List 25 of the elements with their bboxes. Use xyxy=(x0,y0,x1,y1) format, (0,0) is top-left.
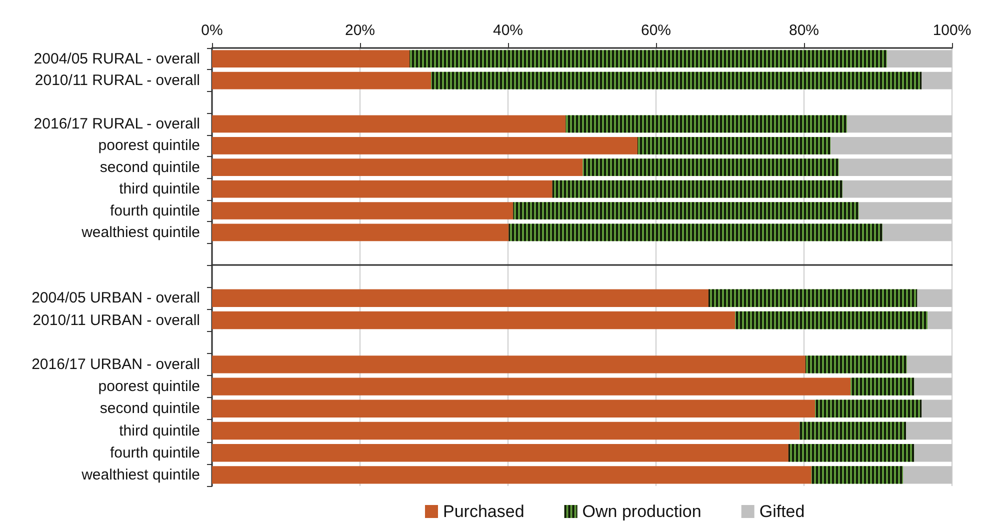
y-tick-label: 2004/05 URBAN - overall xyxy=(32,290,200,307)
y-tick-label: wealthiest quintile xyxy=(80,466,200,484)
x-tick-label: 20% xyxy=(344,22,376,39)
y-tick-label: 2004/05 RURAL - overall xyxy=(34,50,200,68)
x-tick-label: 60% xyxy=(640,22,672,39)
y-tick-label: fourth quintile xyxy=(110,444,200,462)
y-tick-label: second quintile xyxy=(100,400,200,418)
y-tick-label: 2010/11 RURAL - overall xyxy=(34,72,200,90)
y-tick-label: 2016/17 URBAN - overall xyxy=(32,356,200,373)
y-tick-label: poorest quintile xyxy=(98,137,200,154)
x-tick-label: 40% xyxy=(492,22,524,39)
y-tick-label: third quintile xyxy=(119,422,200,440)
y-tick-label: third quintile xyxy=(119,180,200,198)
legend-label: Purchased xyxy=(443,502,524,521)
legend-label: Own production xyxy=(582,502,702,521)
x-tick-label: 100% xyxy=(932,22,972,39)
y-tick-label: second quintile xyxy=(100,158,200,176)
y-tick-label: wealthiest quintile xyxy=(80,224,200,241)
x-tick-label: 0% xyxy=(201,22,223,39)
y-tick-label: 2016/17 RURAL - overall xyxy=(34,115,200,132)
x-tick-label: 80% xyxy=(788,22,820,39)
y-tick-label: poorest quintile xyxy=(98,378,200,396)
legend-label: Gifted xyxy=(759,502,805,521)
y-tick-label: 2010/11 URBAN - overall xyxy=(32,312,200,329)
y-tick-label: fourth quintile xyxy=(110,202,200,220)
